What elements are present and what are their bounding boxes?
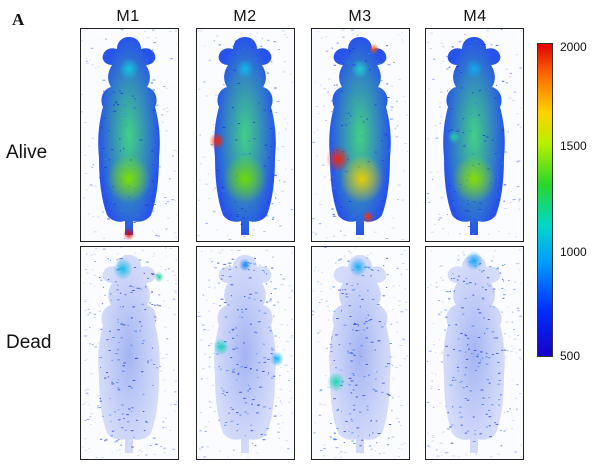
- panel-letter: A: [12, 10, 25, 29]
- mouse-silhouette-icon: [426, 29, 522, 238]
- row-label-dead: Dead: [6, 332, 52, 353]
- column-label-m4: M4: [463, 8, 487, 25]
- colorbar-tick-1500: 1500: [560, 139, 587, 153]
- mouse-silhouette-icon: [312, 29, 408, 240]
- mouse-silhouette-icon: [197, 30, 293, 240]
- mouse-silhouette-icon: [312, 247, 408, 458]
- column-label-m1: M1: [116, 8, 140, 25]
- colorbar-tick-2000: 2000: [560, 40, 587, 54]
- mouse-silhouette-icon: [426, 249, 522, 458]
- colorbar-tick-500: 500: [560, 349, 581, 363]
- row-label-alive: Alive: [6, 142, 48, 163]
- mouse-silhouette-icon: [81, 29, 177, 240]
- image-dead-m1: [80, 246, 179, 460]
- column-label-m2: M2: [233, 8, 257, 25]
- mouse-silhouette-icon: [197, 249, 293, 458]
- mouse-silhouette-icon: [81, 247, 177, 458]
- image-dead-m4: [425, 246, 524, 460]
- image-dead-m2: [196, 246, 295, 460]
- image-alive-m3: [311, 28, 410, 242]
- image-alive-m4: [425, 28, 524, 242]
- column-label-m3: M3: [348, 8, 372, 25]
- colorbar-tick-1000: 1000: [560, 245, 587, 259]
- image-alive-m1: [80, 28, 179, 242]
- colorbar: [537, 43, 553, 357]
- image-dead-m3: [311, 246, 410, 460]
- image-alive-m2: [196, 28, 295, 242]
